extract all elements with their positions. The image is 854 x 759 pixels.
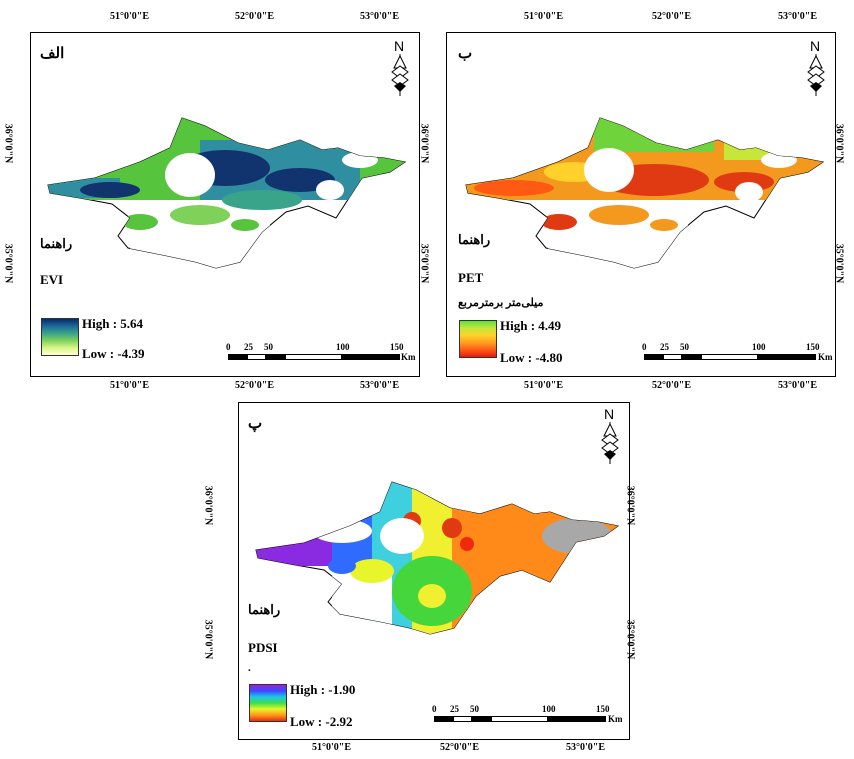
bottom-tick-52: 52°0'0"E bbox=[652, 380, 691, 391]
scale-label-25: 25 bbox=[660, 342, 669, 352]
scale-unit: Km bbox=[608, 714, 623, 724]
top-tick-52: 52°0'0"E bbox=[652, 11, 691, 22]
compass-icon bbox=[601, 422, 619, 464]
top-tick-53: 53°0'0"E bbox=[360, 11, 399, 22]
bottom-tick-53: 53°0'0"E bbox=[566, 742, 605, 753]
north-label: N bbox=[604, 406, 615, 422]
scale-label-25: 25 bbox=[244, 342, 253, 352]
top-tick-51: 51°0'0"E bbox=[524, 11, 563, 22]
panel-letter: الف bbox=[40, 46, 65, 62]
scale-bar bbox=[434, 716, 606, 724]
scale-label-150: 150 bbox=[806, 342, 820, 352]
bottom-tick-51: 51°0'0"E bbox=[312, 742, 351, 753]
legend-high: High : 4.49 bbox=[500, 318, 562, 333]
north-label: N bbox=[394, 38, 405, 54]
legend-title: راهنما bbox=[248, 602, 281, 617]
scale-label-150: 150 bbox=[390, 342, 404, 352]
legend-title: راهنما bbox=[40, 236, 73, 251]
scale-bar bbox=[644, 354, 816, 362]
top-tick-51: 51°0'0"E bbox=[110, 11, 149, 22]
compass-icon bbox=[807, 54, 825, 96]
scale-label-150: 150 bbox=[596, 704, 610, 714]
color-ramp bbox=[41, 318, 79, 356]
scale-label-50: 50 bbox=[470, 704, 479, 714]
legend-low: Low : -4.80 bbox=[500, 350, 563, 365]
north-arrow: N bbox=[804, 38, 828, 98]
legend-low: Low : -2.92 bbox=[290, 714, 353, 729]
variable-name: PDSI bbox=[248, 640, 278, 655]
map-pet bbox=[465, 117, 825, 269]
scale-label-100: 100 bbox=[752, 342, 766, 352]
north-arrow: N bbox=[388, 38, 412, 98]
panel-evi: 51°0'0"E 52°0'0"E 53°0'0"E 36°0'0"N 35°0… bbox=[0, 0, 430, 400]
panel-pdsi: 36°0'0"N 35°0'0"N 36°0'0"N 35°0'0"N bbox=[202, 396, 642, 759]
variable-name: PET bbox=[458, 270, 484, 285]
scale-label-100: 100 bbox=[336, 342, 350, 352]
top-tick-53: 53°0'0"E bbox=[778, 11, 817, 22]
bottom-tick-53: 53°0'0"E bbox=[778, 380, 817, 391]
scale-label-0: 0 bbox=[432, 704, 437, 714]
scale-label-0: 0 bbox=[226, 342, 231, 352]
color-ramp bbox=[459, 320, 497, 358]
scale-bar bbox=[228, 354, 400, 362]
bottom-tick-51: 51°0'0"E bbox=[110, 380, 149, 391]
bottom-tick-52: 52°0'0"E bbox=[440, 742, 479, 753]
top-tick-52: 52°0'0"E bbox=[235, 11, 274, 22]
color-ramp bbox=[249, 684, 287, 722]
map-evi bbox=[47, 117, 407, 269]
panel-letter: پ bbox=[248, 416, 263, 432]
map-pdsi bbox=[255, 481, 620, 635]
legend-high: High : -1.90 bbox=[290, 682, 356, 697]
legend-title: راهنما bbox=[458, 232, 491, 247]
scale-unit: Km bbox=[401, 352, 416, 362]
unit-label: میلی‌متر برمترمربع bbox=[458, 297, 544, 309]
bottom-tick-52: 52°0'0"E bbox=[235, 380, 274, 391]
scale-label-50: 50 bbox=[680, 342, 689, 352]
compass-icon bbox=[391, 54, 409, 96]
scale-label-50: 50 bbox=[264, 342, 273, 352]
north-label: N bbox=[810, 38, 821, 54]
bottom-tick-53: 53°0'0"E bbox=[360, 380, 399, 391]
north-arrow: N bbox=[598, 406, 622, 466]
scale-unit: Km bbox=[818, 352, 833, 362]
variable-name: EVI bbox=[40, 272, 64, 287]
legend-high: High : 5.64 bbox=[82, 316, 144, 331]
legend-low: Low : -4.39 bbox=[82, 346, 145, 361]
panel-letter: ب bbox=[458, 46, 473, 62]
scale-label-100: 100 bbox=[542, 704, 556, 714]
scale-label-0: 0 bbox=[642, 342, 647, 352]
bottom-tick-51: 51°0'0"E bbox=[524, 380, 563, 391]
panel-pet: 51°0'0"E 52°0'0"E 53°0'0"E 36°0'0"N 35°0… bbox=[418, 0, 854, 400]
scale-label-25: 25 bbox=[450, 704, 459, 714]
unit-label: . bbox=[248, 662, 251, 674]
